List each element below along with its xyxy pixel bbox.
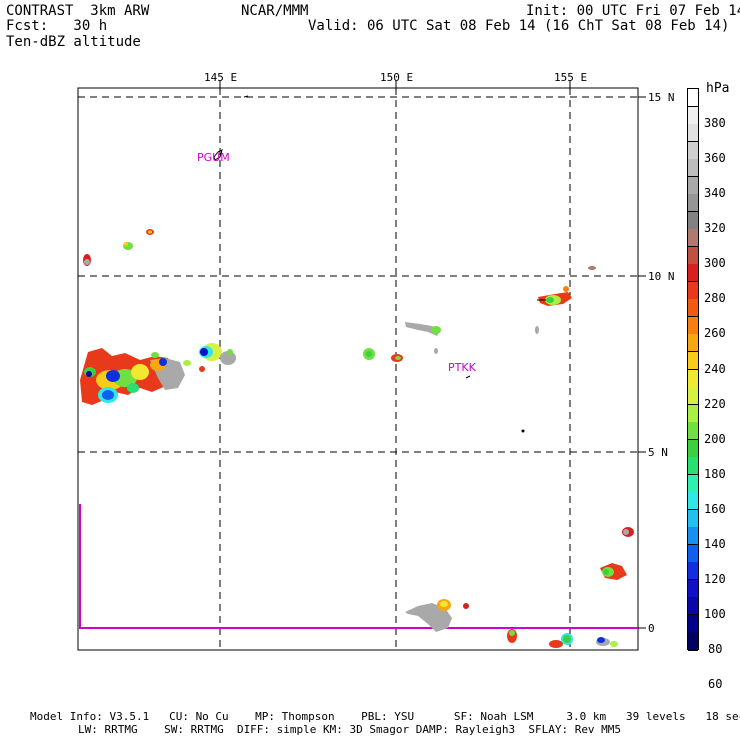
lat-label-10n: 10 N bbox=[648, 270, 675, 283]
axis-ticks bbox=[219, 80, 646, 629]
coastlines bbox=[213, 95, 546, 379]
lon-label-155e: 155 E bbox=[554, 71, 588, 84]
forecast-hour: Fcst: 30 h bbox=[6, 18, 108, 34]
colorbar bbox=[687, 88, 699, 651]
colorbar-swatch bbox=[688, 89, 698, 108]
colorbar-tick-label: 140 bbox=[704, 536, 726, 551]
lat-lon-grid bbox=[78, 88, 638, 650]
lon-label-150e: 150 E bbox=[380, 71, 414, 84]
colorbar-swatch bbox=[688, 159, 698, 178]
model-info-line1: Model Info: V3.5.1 CU: No Cu MP: Thompso… bbox=[30, 710, 740, 723]
colorbar-swatch bbox=[688, 334, 698, 353]
model-info-line2: LW: RRTMG SW: RRTMG DIFF: simple KM: 3D … bbox=[78, 723, 622, 736]
colorbar-tick-label: 180 bbox=[704, 466, 726, 481]
colorbar-swatch bbox=[688, 106, 698, 125]
lat-label-15n: 15 N bbox=[648, 91, 675, 104]
colorbar-swatch bbox=[688, 264, 698, 283]
island-coastline bbox=[243, 95, 249, 98]
colorbar-tick-label: 80 bbox=[708, 642, 723, 656]
colorbar-tick-label: 100 bbox=[704, 606, 726, 621]
echo-cluster-west bbox=[80, 348, 191, 405]
colorbar-tick-label: 340 bbox=[704, 186, 726, 201]
colorbar-swatch bbox=[688, 194, 698, 213]
colorbar-swatch bbox=[688, 316, 698, 335]
field-name: Ten-dBZ altitude bbox=[6, 34, 141, 50]
echo-small-northwest bbox=[83, 229, 154, 266]
colorbar-swatch bbox=[688, 474, 698, 493]
lon-label-145e: 145 E bbox=[204, 71, 238, 84]
colorbar-tick-label: 280 bbox=[704, 291, 726, 306]
colorbar-tick-label: 360 bbox=[704, 151, 726, 166]
guam-coastline bbox=[213, 149, 223, 161]
colorbar-tick-label: 200 bbox=[704, 431, 726, 446]
colorbar-swatch bbox=[688, 229, 698, 248]
colorbar-swatch bbox=[688, 369, 698, 388]
colorbar-unit: hPa bbox=[706, 81, 730, 96]
domain-boundary bbox=[79, 504, 638, 629]
colorbar-swatch bbox=[688, 124, 698, 143]
colorbar-swatch bbox=[688, 176, 698, 195]
colorbar-swatch bbox=[688, 439, 698, 458]
colorbar-tick-label: 240 bbox=[704, 361, 726, 376]
colorbar-swatch bbox=[688, 457, 698, 476]
colorbar-tick-label: 120 bbox=[704, 571, 726, 586]
colorbar-tick-label: 320 bbox=[704, 221, 726, 236]
chuuk-coastline bbox=[465, 375, 471, 379]
colorbar-swatch bbox=[688, 422, 698, 441]
colorbar-swatch bbox=[688, 579, 698, 598]
echo-cluster-northeast bbox=[521, 266, 596, 433]
colorbar-swatch bbox=[688, 211, 698, 230]
colorbar-swatch bbox=[688, 527, 698, 546]
colorbar-swatch bbox=[688, 351, 698, 370]
colorbar-swatch bbox=[688, 492, 698, 511]
colorbar-tick-label: 160 bbox=[704, 501, 726, 516]
colorbar-swatch bbox=[688, 614, 698, 633]
colorbar-tick-label: 260 bbox=[704, 326, 726, 341]
colorbar-swatch bbox=[688, 632, 698, 651]
echo-cluster-southeast bbox=[600, 527, 634, 580]
colorbar-tick-label: 380 bbox=[704, 116, 726, 131]
colorbar-swatch bbox=[688, 387, 698, 406]
init-time: Init: 00 UTC Fri 07 Feb 14 bbox=[526, 3, 740, 19]
colorbar-swatch bbox=[688, 281, 698, 300]
organization-label: NCAR/MMM bbox=[241, 3, 309, 19]
colorbar-swatch bbox=[688, 299, 698, 318]
colorbar-swatch bbox=[688, 544, 698, 563]
station-label-ptkk: PTKK bbox=[448, 361, 476, 374]
station-label-pgum: PGUM bbox=[197, 151, 230, 164]
colorbar-swatch bbox=[688, 562, 698, 581]
colorbar-swatch bbox=[688, 404, 698, 423]
colorbar-swatch bbox=[688, 597, 698, 616]
colorbar-tick-label: 220 bbox=[704, 396, 726, 411]
colorbar-swatch bbox=[688, 246, 698, 265]
colorbar-tick-label: 60 bbox=[708, 677, 723, 692]
echo-cluster-145e bbox=[199, 343, 236, 372]
model-title: CONTRAST 3km ARW bbox=[6, 3, 150, 19]
colorbar-swatch bbox=[688, 509, 698, 528]
lat-label-0: 0 bbox=[648, 622, 655, 635]
valid-time: Valid: 06 UTC Sat 08 Feb 14 (16 ChT Sat … bbox=[308, 18, 730, 34]
lat-label-5n: 5 N bbox=[648, 446, 668, 459]
echo-cluster-150e bbox=[363, 322, 441, 362]
colorbar-swatch bbox=[688, 141, 698, 160]
colorbar-tick-label: 300 bbox=[704, 256, 726, 271]
echo-cluster-equator bbox=[405, 599, 618, 648]
